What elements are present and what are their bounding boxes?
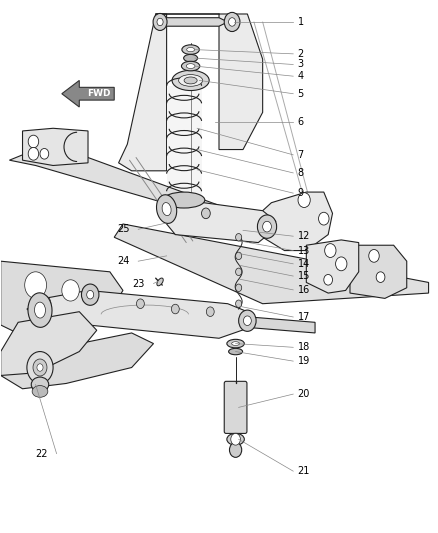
Circle shape bbox=[37, 364, 43, 371]
Text: 21: 21 bbox=[297, 466, 310, 476]
Circle shape bbox=[28, 135, 39, 148]
Polygon shape bbox=[10, 150, 241, 221]
Circle shape bbox=[25, 272, 46, 298]
Circle shape bbox=[236, 252, 242, 260]
Ellipse shape bbox=[157, 278, 163, 286]
Text: 18: 18 bbox=[297, 342, 310, 352]
Text: 14: 14 bbox=[297, 259, 310, 269]
Ellipse shape bbox=[181, 61, 200, 71]
Circle shape bbox=[27, 352, 53, 383]
Circle shape bbox=[236, 300, 242, 308]
Circle shape bbox=[157, 18, 163, 26]
Circle shape bbox=[38, 296, 51, 312]
Circle shape bbox=[239, 310, 256, 332]
Polygon shape bbox=[350, 245, 407, 298]
Ellipse shape bbox=[156, 195, 177, 223]
Text: 3: 3 bbox=[297, 60, 304, 69]
Ellipse shape bbox=[32, 385, 48, 397]
Circle shape bbox=[236, 284, 242, 292]
Ellipse shape bbox=[28, 293, 52, 327]
Polygon shape bbox=[219, 14, 263, 150]
Circle shape bbox=[236, 233, 242, 241]
Polygon shape bbox=[22, 128, 88, 165]
Circle shape bbox=[230, 442, 242, 457]
Polygon shape bbox=[22, 298, 315, 333]
Circle shape bbox=[236, 268, 242, 276]
Circle shape bbox=[33, 359, 47, 376]
Text: 15: 15 bbox=[297, 271, 310, 281]
Text: 25: 25 bbox=[117, 224, 130, 235]
Ellipse shape bbox=[232, 342, 240, 345]
Circle shape bbox=[231, 433, 240, 445]
Polygon shape bbox=[245, 192, 332, 251]
Circle shape bbox=[318, 212, 329, 225]
Ellipse shape bbox=[182, 45, 199, 54]
Ellipse shape bbox=[184, 77, 197, 84]
Polygon shape bbox=[119, 14, 166, 171]
Text: 12: 12 bbox=[297, 231, 310, 241]
Text: 1: 1 bbox=[297, 17, 304, 27]
Polygon shape bbox=[306, 240, 359, 293]
Text: 20: 20 bbox=[297, 389, 310, 399]
Circle shape bbox=[81, 284, 99, 305]
Text: 9: 9 bbox=[297, 188, 304, 198]
Polygon shape bbox=[158, 200, 276, 243]
Circle shape bbox=[376, 272, 385, 282]
Circle shape bbox=[244, 316, 251, 326]
Circle shape bbox=[336, 257, 347, 271]
Ellipse shape bbox=[31, 377, 49, 392]
Polygon shape bbox=[1, 312, 97, 375]
Text: 22: 22 bbox=[35, 449, 48, 458]
Polygon shape bbox=[62, 80, 114, 107]
Text: 24: 24 bbox=[117, 256, 130, 266]
Ellipse shape bbox=[184, 54, 198, 62]
Circle shape bbox=[40, 149, 49, 159]
Text: 16: 16 bbox=[297, 285, 310, 295]
Polygon shape bbox=[166, 86, 201, 200]
Ellipse shape bbox=[35, 302, 46, 318]
Text: 8: 8 bbox=[297, 168, 304, 178]
Circle shape bbox=[229, 18, 236, 26]
Ellipse shape bbox=[179, 75, 203, 86]
Text: FWD: FWD bbox=[87, 89, 111, 98]
Circle shape bbox=[153, 13, 167, 30]
Circle shape bbox=[224, 12, 240, 31]
Circle shape bbox=[137, 299, 145, 309]
Polygon shape bbox=[114, 224, 428, 304]
Ellipse shape bbox=[229, 349, 243, 355]
Text: 5: 5 bbox=[297, 88, 304, 99]
Text: 7: 7 bbox=[297, 150, 304, 160]
Text: 23: 23 bbox=[132, 279, 145, 288]
Circle shape bbox=[62, 280, 79, 301]
Circle shape bbox=[263, 221, 272, 232]
Circle shape bbox=[201, 208, 210, 219]
Ellipse shape bbox=[186, 63, 195, 68]
Circle shape bbox=[298, 192, 310, 207]
FancyBboxPatch shape bbox=[224, 381, 247, 433]
Circle shape bbox=[369, 249, 379, 262]
Text: 19: 19 bbox=[297, 356, 310, 366]
Text: 13: 13 bbox=[297, 246, 310, 255]
Ellipse shape bbox=[227, 433, 244, 445]
Text: 6: 6 bbox=[297, 117, 304, 127]
Ellipse shape bbox=[187, 47, 194, 52]
Polygon shape bbox=[1, 333, 153, 389]
Ellipse shape bbox=[227, 340, 244, 348]
Ellipse shape bbox=[172, 70, 209, 91]
Ellipse shape bbox=[163, 192, 205, 208]
Circle shape bbox=[324, 274, 332, 285]
Text: 4: 4 bbox=[297, 71, 304, 81]
Text: 2: 2 bbox=[297, 49, 304, 59]
Circle shape bbox=[258, 215, 277, 238]
Polygon shape bbox=[1, 261, 123, 341]
Polygon shape bbox=[27, 290, 254, 338]
Circle shape bbox=[325, 244, 336, 257]
Circle shape bbox=[87, 290, 94, 299]
Ellipse shape bbox=[162, 203, 171, 215]
Text: 17: 17 bbox=[297, 312, 310, 322]
Circle shape bbox=[206, 307, 214, 317]
Circle shape bbox=[28, 148, 39, 160]
Polygon shape bbox=[158, 18, 228, 26]
Circle shape bbox=[171, 304, 179, 314]
